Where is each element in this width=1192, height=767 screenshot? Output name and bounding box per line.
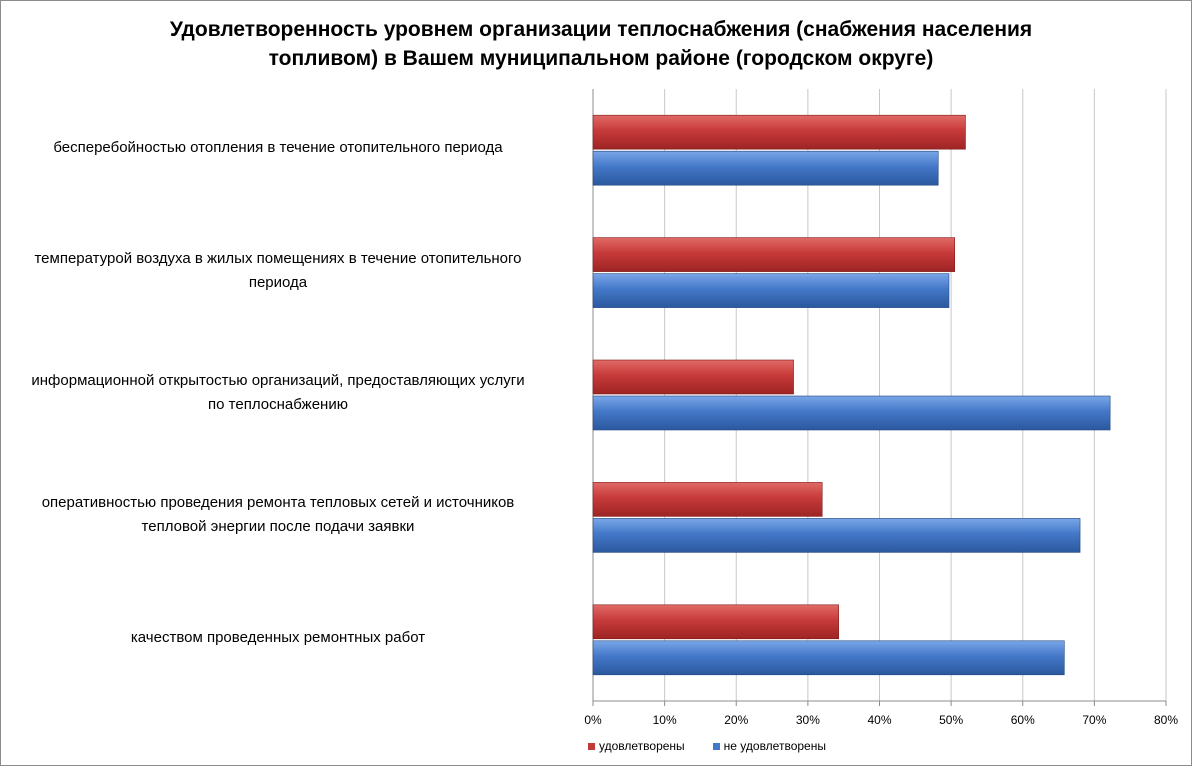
category-label-line: тепловой энергии после подачи заявки (141, 518, 415, 536)
category-label-line: бесперебойностью отопления в течение ото… (53, 139, 503, 157)
legend-swatch-unsatisfied (712, 742, 720, 750)
category-label-line: периода (248, 273, 308, 291)
x-tick-label: 30% (796, 713, 820, 727)
bar-unsatisfied (592, 640, 1065, 676)
gridlines (592, 89, 1167, 706)
x-tick-label: 70% (1082, 713, 1106, 727)
legend-item-satisfied: удовлетворены (588, 739, 685, 753)
x-tick-label: 20% (724, 713, 748, 727)
bar-satisfied (592, 114, 966, 150)
category-label-line: информационной открытостью организаций, … (31, 372, 525, 389)
x-tick-label: 10% (653, 713, 677, 727)
x-tick-label: 50% (939, 713, 963, 727)
category-label-line: оперативностью проведения ремонта теплов… (41, 494, 515, 512)
bar-satisfied (592, 604, 839, 640)
chart-title-line-1: Удовлетворенность уровнем организации те… (169, 18, 1033, 41)
legend-label-satisfied: удовлетворены (599, 739, 685, 753)
bar-satisfied (592, 237, 956, 272)
x-tick-label: 60% (1011, 713, 1035, 727)
x-tick-label: 0% (584, 713, 602, 727)
chart-title: Удовлетворенность уровнем организации те… (101, 15, 1101, 73)
x-tick-label: 40% (867, 713, 891, 727)
legend-swatch-satisfied (588, 742, 595, 750)
category-label: оперативностью проведения ремонта теплов… (0, 491, 573, 539)
bar-unsatisfied (592, 273, 950, 308)
category-label: бесперебойностью отопления в течение ото… (0, 136, 573, 160)
legend: удовлетворены не удовлетворены (588, 739, 826, 753)
category-label-line: по теплоснабжению (208, 396, 348, 413)
category-label-line: температурой воздуха в жилых помещениях … (34, 249, 522, 267)
chart-title-line-2: топливом) в Вашем муниципальном районе (… (268, 47, 934, 70)
bar-unsatisfied (592, 150, 939, 186)
legend-label-unsatisfied: не удовлетворены (723, 739, 826, 753)
bar-unsatisfied (592, 518, 1081, 553)
x-tick-label: 80% (1154, 713, 1178, 727)
bars (592, 114, 1111, 676)
category-label: информационной открытостью организаций, … (0, 369, 573, 417)
category-label: температурой воздуха в жилых помещениях … (0, 247, 573, 295)
bar-satisfied (592, 359, 794, 395)
category-label: качеством проведенных ремонтных работ (0, 626, 573, 650)
bar-unsatisfied (592, 395, 1111, 431)
category-label-line: качеством проведенных ремонтных работ (130, 628, 426, 646)
legend-item-unsatisfied: не удовлетворены (712, 739, 826, 753)
bar-satisfied (592, 482, 823, 517)
x-tick-labels: 0% 10% 20% 30% 40% 50% 60% 70% 80% (584, 713, 1178, 727)
